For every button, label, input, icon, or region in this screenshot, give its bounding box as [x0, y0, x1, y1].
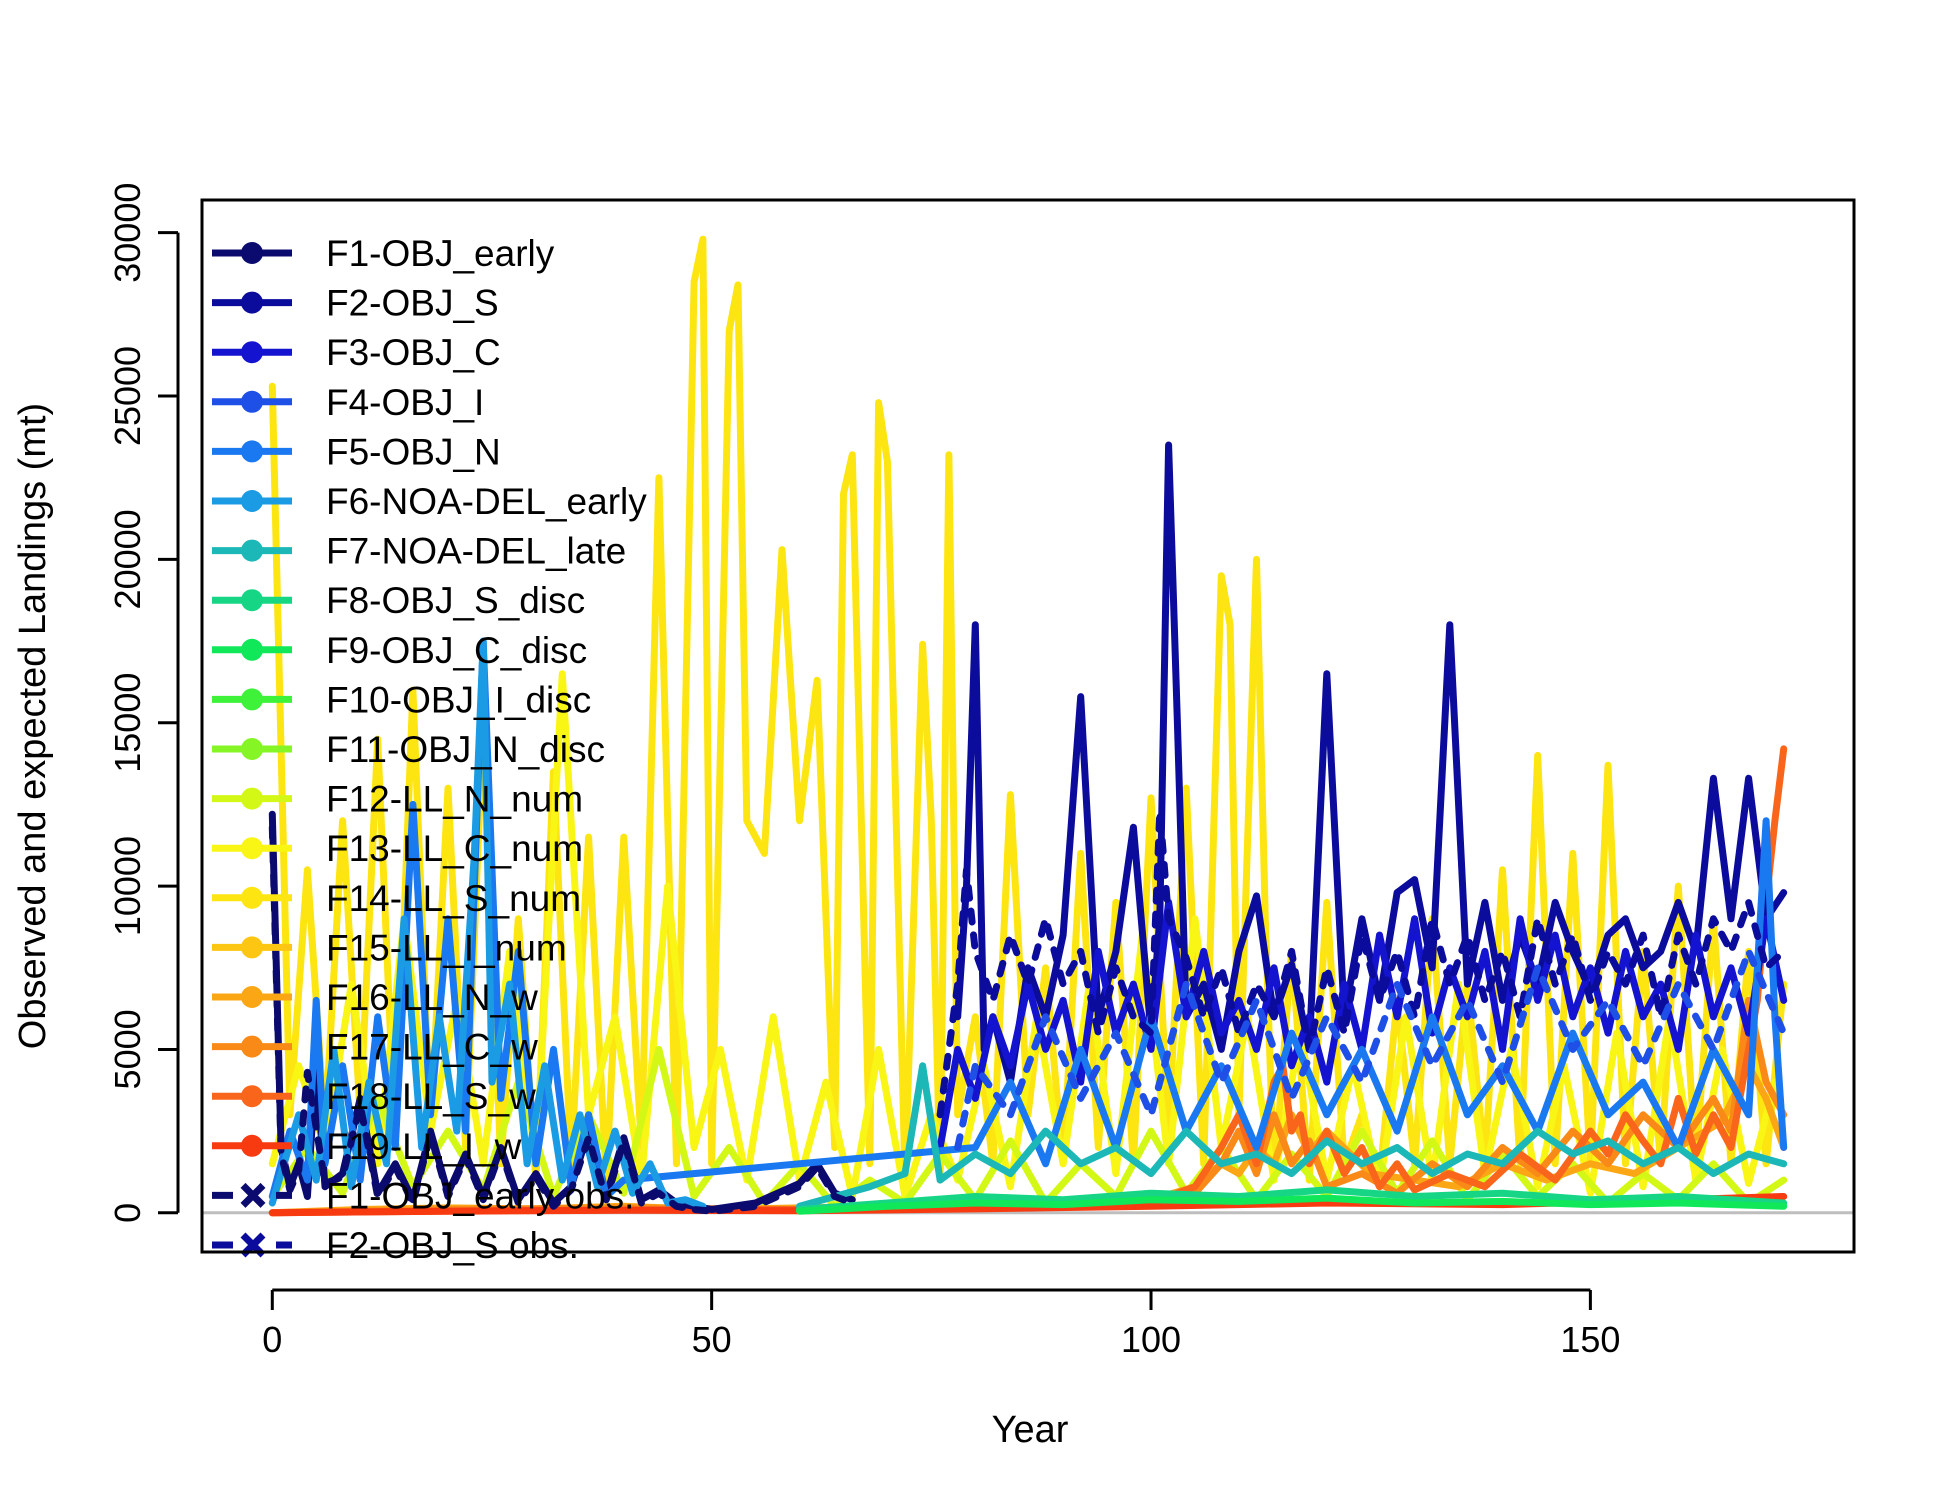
legend-label: F1-OBJ_early: [326, 233, 555, 274]
x-tick-label: 150: [1560, 1319, 1620, 1360]
legend-swatch-marker: [241, 1085, 263, 1108]
legend-item: F7-NOA-DEL_late: [212, 531, 626, 572]
legend-label: F10-OBJ_I_disc: [326, 679, 591, 720]
legend-item: F12-LL_N_num: [212, 779, 583, 820]
legend-item: F14-LL_S_num: [212, 878, 581, 919]
y-tick-label: 25000: [107, 346, 148, 446]
legend-item: F17-LL_C_w: [212, 1027, 538, 1068]
legend-swatch-marker: [241, 490, 263, 512]
legend-label: F11-OBJ_N_disc: [326, 729, 605, 770]
legend: F1-OBJ_early F2-OBJ_S F3-OBJ_C F4-OBJ_I F5-O…: [212, 233, 647, 1266]
legend-swatch-marker: [241, 440, 263, 463]
legend-item: F2-OBJ_S obs.: [212, 1225, 579, 1266]
y-tick-label: 0: [107, 1203, 148, 1223]
legend-label: F7-NOA-DEL_late: [326, 531, 626, 572]
y-tick-label: 5000: [107, 1009, 148, 1089]
legend-item: F2-OBJ_S: [212, 283, 499, 324]
series-line-12: [268, 637, 707, 1210]
legend-swatch-marker: [241, 589, 263, 612]
legend-label: F16-LL_N_w: [326, 977, 538, 1018]
legend-item: F5-OBJ_N: [212, 431, 501, 472]
y-axis-title: Observed and expected Landings (mt): [12, 403, 54, 1049]
legend-label: F8-OBJ_S_disc: [326, 580, 585, 621]
series-line-18: [954, 947, 1788, 1151]
legend-label: F17-LL_C_w: [326, 1027, 538, 1068]
legend-swatch-marker: [241, 1035, 263, 1058]
series-line-16: [268, 823, 856, 1215]
legend-item: F9-OBJ_C_disc: [212, 630, 587, 671]
legend-swatch-marker: [241, 936, 263, 959]
plot-frame: [200, 198, 1856, 1254]
x-tick-label: 100: [1121, 1319, 1181, 1360]
legend-label: F5-OBJ_N: [326, 431, 501, 472]
legend-swatch-marker: [241, 738, 263, 760]
legend-swatch-marker: [241, 837, 263, 860]
series-line-2: [268, 670, 1779, 1200]
legend-swatch-marker: [241, 1134, 263, 1157]
legend-item: F1-OBJ_early obs.: [212, 1175, 634, 1216]
y-tick-label: 30000: [107, 183, 148, 283]
legend-item: F18-LL_S_w: [212, 1076, 536, 1117]
legend-swatch-marker: [241, 539, 263, 562]
x-axis-title: Year: [992, 1409, 1069, 1451]
legend-item: F3-OBJ_C: [212, 332, 501, 373]
x-tick-label: 50: [692, 1319, 732, 1360]
series-layer: [268, 235, 1788, 1217]
series-line-6: [268, 745, 1788, 1217]
legend-swatch-marker: [241, 390, 263, 413]
legend-label: F12-LL_N_num: [326, 779, 583, 820]
legend-label: F3-OBJ_C: [326, 332, 501, 373]
legend-label: F18-LL_S_w: [326, 1076, 536, 1117]
series-line-14: [796, 1186, 1788, 1213]
legend-swatch-marker: [241, 341, 263, 364]
legend-item: F11-OBJ_N_disc: [212, 729, 605, 770]
x-tick-label: 0: [262, 1319, 282, 1360]
legend-swatch-marker: [241, 688, 263, 711]
y-axis: 0 5000 10000 15000 20000 25000 30000: [107, 183, 180, 1223]
y-tick-label: 10000: [107, 836, 148, 936]
legend-label: F15-LL_I_num: [326, 927, 567, 968]
legend-swatch-marker: [241, 886, 263, 909]
legend-item: F16-LL_N_w: [212, 977, 538, 1018]
legend-label: F13-LL_C_num: [326, 828, 583, 869]
series-line-17: [936, 807, 1788, 1119]
legend-label: F19-LL_I_w: [326, 1126, 522, 1167]
legend-label: F6-NOA-DEL_early: [326, 481, 647, 522]
legend-item: F10-OBJ_I_disc: [212, 679, 591, 720]
series-line-15: [796, 1194, 1788, 1215]
legend-item: F4-OBJ_I: [212, 382, 484, 423]
x-axis: 0 50 100 150: [262, 1288, 1620, 1360]
legend-swatch-marker: [241, 291, 263, 314]
legend-item: F15-LL_I_num: [212, 927, 567, 968]
legend-label: F1-OBJ_early obs.: [326, 1175, 634, 1216]
legend-label: F14-LL_S_num: [326, 878, 581, 919]
legend-swatch-marker: [241, 638, 263, 661]
legend-item: F19-LL_I_w: [212, 1126, 522, 1167]
series-line-9: [954, 441, 1788, 1086]
legend-swatch-marker: [241, 986, 263, 1008]
legend-swatch-x-marker: [240, 1182, 266, 1208]
legend-item: F13-LL_C_num: [212, 828, 583, 869]
y-tick-label: 20000: [107, 509, 148, 609]
legend-swatch-marker: [241, 787, 263, 810]
legend-item: F1-OBJ_early: [212, 233, 555, 274]
legend-label: F4-OBJ_I: [326, 382, 484, 423]
legend-label: F9-OBJ_C_disc: [326, 630, 587, 671]
legend-item: F6-NOA-DEL_early: [212, 481, 647, 522]
legend-item: F8-OBJ_S_disc: [212, 580, 585, 621]
legend-label: F2-OBJ_S: [326, 283, 499, 324]
legend-swatch-marker: [241, 242, 263, 264]
series-line-13: [796, 1062, 1788, 1210]
y-tick-label: 15000: [107, 673, 148, 773]
legend-label: F2-OBJ_S obs.: [326, 1225, 579, 1266]
